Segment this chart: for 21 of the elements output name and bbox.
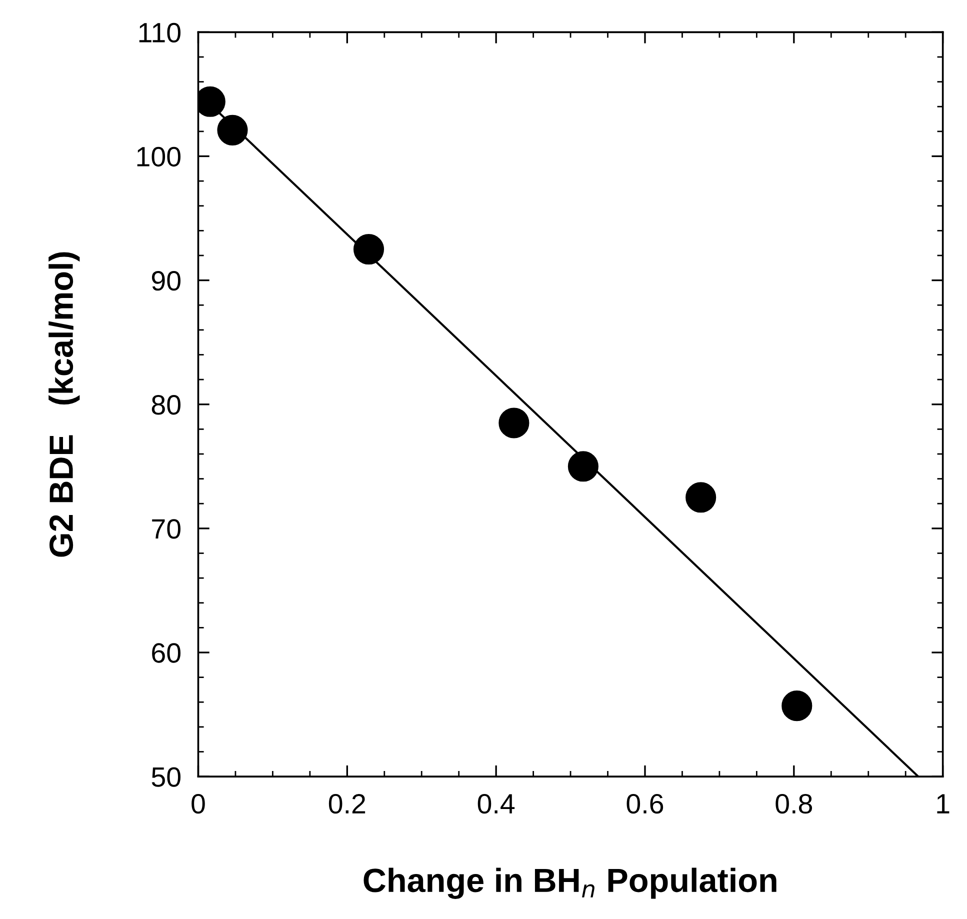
y-tick-label: 60 <box>152 643 180 663</box>
y-tick-label: 70 <box>152 519 180 539</box>
x-tick-label: 0 <box>192 794 205 814</box>
point <box>353 234 384 265</box>
y-tick-label: 80 <box>152 395 180 415</box>
x-tick-label: 0.4 <box>478 794 515 814</box>
point <box>498 408 530 438</box>
y-tick-label: 100 <box>137 146 180 167</box>
point <box>217 114 248 146</box>
y-tick-label: 110 <box>139 22 180 43</box>
x-tick-label: 0.6 <box>626 794 664 814</box>
point <box>686 482 716 513</box>
x-tick-label: 0.8 <box>776 794 812 814</box>
x-tick-label: 0.2 <box>328 794 366 814</box>
y-tick-label: 50 <box>152 767 180 787</box>
x-axis-title: Change in BH$_{n}$ Population <box>364 868 776 899</box>
point <box>568 451 598 482</box>
y-tick-label: 90 <box>152 270 180 291</box>
y-axis-title: G2 BDE (kcal/mol) <box>48 252 80 557</box>
x-tick-label: 1 <box>937 794 950 814</box>
point <box>782 690 812 722</box>
